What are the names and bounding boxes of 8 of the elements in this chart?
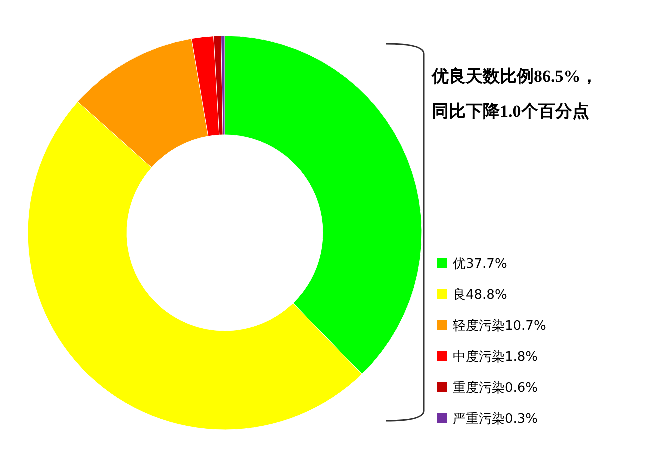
text: 同比下降1.0个百分点 — [432, 102, 590, 121]
legend-label: 重度污染0.6% — [453, 380, 538, 396]
legend-label: 严重污染0.3% — [453, 412, 538, 427]
text: 优良天数比例86.5%， — [431, 67, 598, 86]
legend-label: 优37.7% — [453, 257, 508, 272]
legend-label: 中度污染1.8% — [453, 349, 538, 365]
legend-label: 良48.8% — [453, 288, 508, 303]
legend-label: 轻度污染10.7% — [453, 318, 546, 334]
